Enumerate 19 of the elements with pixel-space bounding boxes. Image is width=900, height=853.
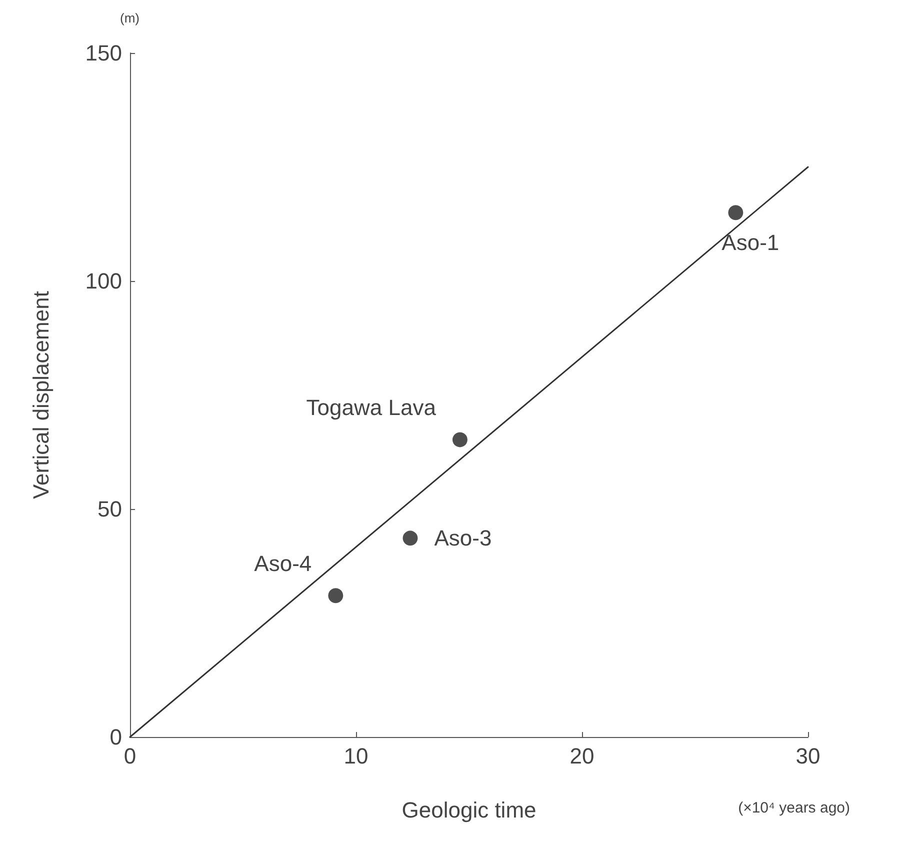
x-tick-label: 30 [796, 744, 820, 768]
annotation: Aso-4 [254, 551, 312, 576]
y-tick-label: 100 [85, 268, 122, 294]
point [402, 530, 418, 546]
point [328, 588, 344, 604]
y-tick-label: 0 [110, 724, 122, 750]
annotation: Aso-1 [722, 230, 780, 256]
annotation: Togawa Lava [306, 395, 437, 420]
x-axis-title: Geologic time [402, 798, 536, 822]
text: (×10⁴ years ago) [738, 800, 850, 816]
y-axis-title: Vertical displacement [28, 291, 54, 499]
point [728, 205, 744, 220]
y-tick-label: 150 [85, 40, 122, 66]
x-tick-label: 10 [344, 744, 368, 768]
annotation: Aso-3 [434, 526, 492, 551]
point [452, 432, 468, 448]
x-tick-label: 20 [570, 744, 594, 768]
y-tick-label: 50 [98, 496, 122, 522]
text: (m) [120, 10, 140, 26]
